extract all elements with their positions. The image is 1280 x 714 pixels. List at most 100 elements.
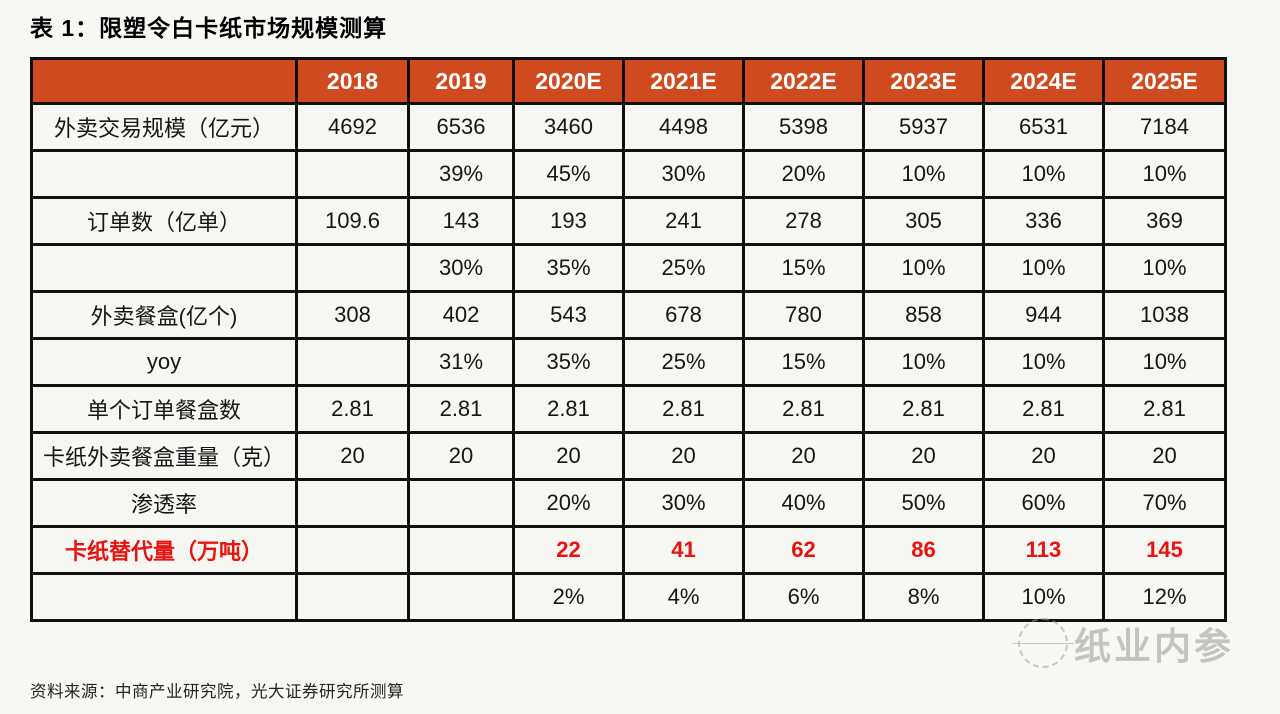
data-cell: 10% bbox=[982, 243, 1105, 293]
source-note: 资料来源：中商产业研究院，光大证券研究所测算 bbox=[30, 683, 404, 701]
data-cell bbox=[295, 478, 410, 528]
data-cell: 113 bbox=[982, 525, 1105, 575]
data-cell: 45% bbox=[512, 149, 625, 199]
data-cell: 336 bbox=[982, 196, 1105, 246]
table-row: 单个订单餐盒数 2.81 2.81 2.81 2.81 2.81 2.81 2.81 2.81 bbox=[30, 384, 1227, 434]
watermark: 纸业内参 bbox=[1012, 616, 1234, 670]
row-label: 外卖交易规模（亿元） bbox=[30, 102, 298, 152]
table-row: 卡纸外卖餐盒重量（克） 20 20 20 20 20 20 20 20 bbox=[30, 431, 1227, 481]
row-label bbox=[30, 149, 298, 199]
data-cell: 10% bbox=[862, 243, 985, 293]
data-cell: 31% bbox=[407, 337, 515, 387]
data-cell: 10% bbox=[982, 149, 1105, 199]
data-cell: 3460 bbox=[512, 102, 625, 152]
data-cell: 2.81 bbox=[295, 384, 410, 434]
data-cell: 20% bbox=[742, 149, 865, 199]
data-cell: 678 bbox=[622, 290, 745, 340]
table-row: 2% 4% 6% 8% 10% 12% bbox=[30, 572, 1227, 622]
table-row: 外卖交易规模（亿元） 4692 6536 3460 4498 5398 5937 6531 71… bbox=[30, 102, 1227, 152]
data-cell: 50% bbox=[862, 478, 985, 528]
data-cell: 10% bbox=[982, 337, 1105, 387]
year-header-cell: 2024E bbox=[982, 57, 1105, 105]
data-cell: 22 bbox=[512, 525, 625, 575]
data-cell: 12% bbox=[1102, 572, 1227, 622]
data-cell: 35% bbox=[512, 243, 625, 293]
data-cell: 2% bbox=[512, 572, 625, 622]
row-label: yoy bbox=[30, 337, 298, 387]
row-label bbox=[30, 243, 298, 293]
data-cell: 193 bbox=[512, 196, 625, 246]
row-label: 订单数（亿单） bbox=[30, 196, 298, 246]
data-cell: 278 bbox=[742, 196, 865, 246]
corner-header-cell bbox=[30, 57, 298, 105]
watermark-text: 纸业内参 bbox=[1074, 626, 1234, 667]
data-cell bbox=[295, 572, 410, 622]
year-header-cell: 2025E bbox=[1102, 57, 1227, 105]
watermark-logo-icon bbox=[1012, 618, 1074, 668]
row-label: 卡纸外卖餐盒重量（克） bbox=[30, 431, 298, 481]
data-cell: 20 bbox=[982, 431, 1105, 481]
data-cell: 20 bbox=[622, 431, 745, 481]
table-row: 订单数（亿单） 109.6 143 193 241 278 305 336 369 bbox=[30, 196, 1227, 246]
data-cell bbox=[407, 478, 515, 528]
data-cell: 15% bbox=[742, 337, 865, 387]
row-label: 单个订单餐盒数 bbox=[30, 384, 298, 434]
data-cell: 35% bbox=[512, 337, 625, 387]
data-cell: 10% bbox=[1102, 243, 1227, 293]
data-cell: 20 bbox=[862, 431, 985, 481]
data-cell: 6536 bbox=[407, 102, 515, 152]
data-cell: 1038 bbox=[1102, 290, 1227, 340]
data-cell: 858 bbox=[862, 290, 985, 340]
data-cell: 8% bbox=[862, 572, 985, 622]
year-header-cell: 2023E bbox=[862, 57, 985, 105]
data-cell: 20% bbox=[512, 478, 625, 528]
data-cell: 4% bbox=[622, 572, 745, 622]
data-cell bbox=[407, 572, 515, 622]
data-cell: 10% bbox=[1102, 337, 1227, 387]
data-cell: 25% bbox=[622, 337, 745, 387]
data-cell bbox=[407, 525, 515, 575]
table-row: 卡纸替代量（万吨） 22 41 62 86 113 145 bbox=[30, 525, 1227, 575]
data-cell: 10% bbox=[862, 337, 985, 387]
data-cell: 60% bbox=[982, 478, 1105, 528]
data-cell: 308 bbox=[295, 290, 410, 340]
data-cell: 5937 bbox=[862, 102, 985, 152]
table-row: 渗透率 20% 30% 40% 50% 60% 70% bbox=[30, 478, 1227, 528]
data-cell: 39% bbox=[407, 149, 515, 199]
row-label: 卡纸替代量（万吨） bbox=[30, 525, 298, 575]
data-cell: 780 bbox=[742, 290, 865, 340]
data-cell: 40% bbox=[742, 478, 865, 528]
year-header-cell: 2020E bbox=[512, 57, 625, 105]
data-cell: 2.81 bbox=[742, 384, 865, 434]
data-cell: 2.81 bbox=[407, 384, 515, 434]
data-cell: 6531 bbox=[982, 102, 1105, 152]
table-header-row: 2018 2019 2020E 2021E 2022E 2023E 2024E 2025E bbox=[30, 57, 1227, 105]
row-label bbox=[30, 572, 298, 622]
data-cell: 2.81 bbox=[622, 384, 745, 434]
data-cell: 7184 bbox=[1102, 102, 1227, 152]
table-title: 表 1：限塑令白卡纸市场规模测算 bbox=[30, 15, 388, 41]
data-cell: 10% bbox=[862, 149, 985, 199]
data-cell: 20 bbox=[1102, 431, 1227, 481]
year-header-cell: 2021E bbox=[622, 57, 745, 105]
data-cell bbox=[295, 337, 410, 387]
data-cell: 10% bbox=[982, 572, 1105, 622]
data-cell: 30% bbox=[407, 243, 515, 293]
data-cell: 5398 bbox=[742, 102, 865, 152]
data-cell: 305 bbox=[862, 196, 985, 246]
data-cell: 2.81 bbox=[1102, 384, 1227, 434]
data-cell: 62 bbox=[742, 525, 865, 575]
table-body: 外卖交易规模（亿元） 4692 6536 3460 4498 5398 5937 6531 71… bbox=[30, 102, 1227, 622]
data-cell: 70% bbox=[1102, 478, 1227, 528]
table-row: yoy 31% 35% 25% 15% 10% 10% 10% bbox=[30, 337, 1227, 387]
data-cell: 15% bbox=[742, 243, 865, 293]
data-cell: 241 bbox=[622, 196, 745, 246]
data-cell: 20 bbox=[742, 431, 865, 481]
data-cell: 4692 bbox=[295, 102, 410, 152]
data-cell: 4498 bbox=[622, 102, 745, 152]
year-header-cell: 2018 bbox=[295, 57, 410, 105]
data-cell: 109.6 bbox=[295, 196, 410, 246]
data-cell: 543 bbox=[512, 290, 625, 340]
data-cell: 30% bbox=[622, 149, 745, 199]
table-row: 39% 45% 30% 20% 10% 10% 10% bbox=[30, 149, 1227, 199]
